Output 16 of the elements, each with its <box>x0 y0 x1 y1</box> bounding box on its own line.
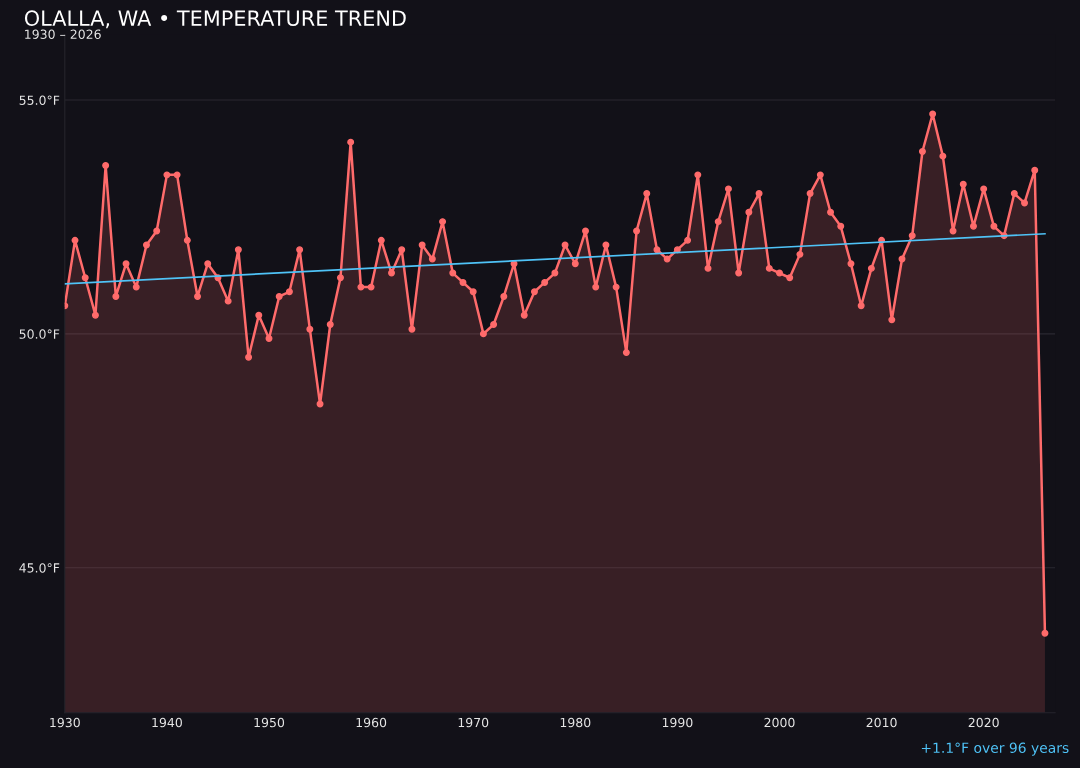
x-tick-label: 1970 <box>458 717 489 728</box>
x-tick-label: 1980 <box>560 717 591 728</box>
y-tick-label: 55.0°F <box>19 95 60 105</box>
y-tick-label: 45.0°F <box>19 563 60 573</box>
x-tick-label: 1960 <box>356 717 387 728</box>
chart-subtitle: 1930 – 2026 <box>25 29 101 39</box>
x-tick-label: 1950 <box>254 717 285 728</box>
y-tick-label: 50.0°F <box>19 329 60 339</box>
x-tick-label: 1940 <box>152 717 182 728</box>
x-tick-label: 1990 <box>662 717 693 728</box>
chart-title: OLALLA, WA • TEMPERATURE TREND <box>24 10 406 29</box>
x-tick-label: 2020 <box>968 717 999 728</box>
text: +1.1°F over 96 years <box>921 742 1069 756</box>
x-tick-label: 2010 <box>866 717 897 728</box>
x-tick-label: 2000 <box>764 717 795 728</box>
x-tick-label: 1930 <box>50 717 80 728</box>
